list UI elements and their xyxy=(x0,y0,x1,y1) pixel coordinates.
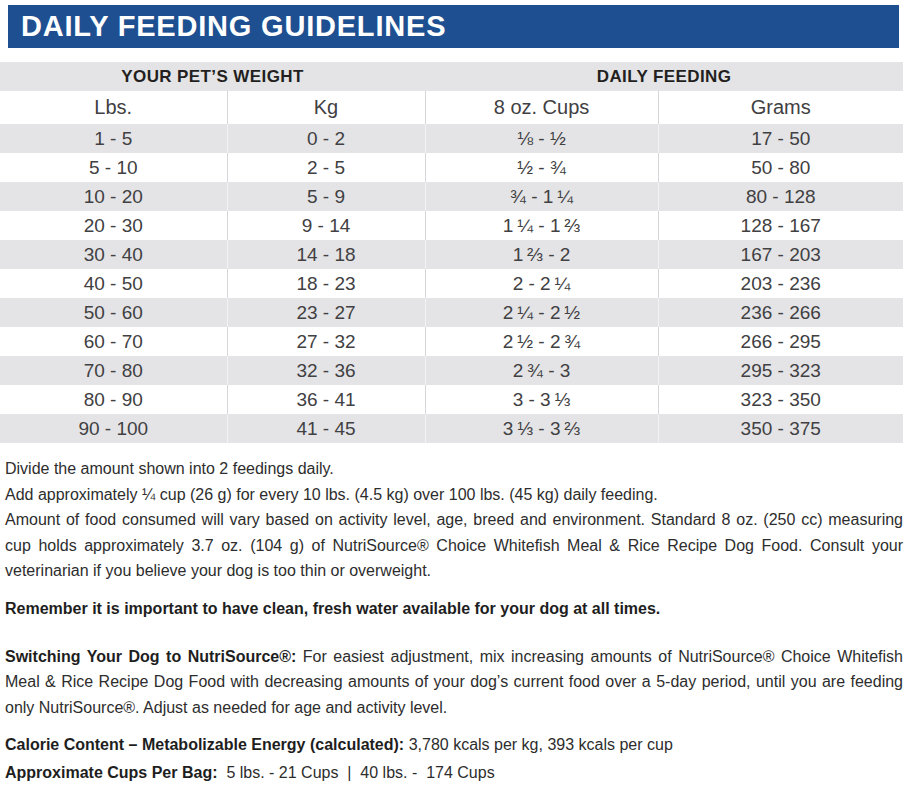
cell-lbs: 20 - 30 xyxy=(0,211,227,240)
cell-lbs: 30 - 40 xyxy=(0,240,227,269)
notes-section: Divide the amount shown into 2 feedings … xyxy=(5,456,903,786)
title-bar: DAILY FEEDING GUIDELINES xyxy=(8,5,899,48)
table-row: 90 - 100 41 - 45 3 ⅓ - 3 ⅔ 350 - 375 xyxy=(0,414,903,443)
cell-grams: 350 - 375 xyxy=(658,414,903,443)
cell-grams: 295 - 323 xyxy=(658,356,903,385)
cell-kg: 2 - 5 xyxy=(227,153,425,182)
group-header-pet-weight: YOUR PET’S WEIGHT xyxy=(0,62,425,91)
cell-cups: 2 ¼ - 2 ½ xyxy=(425,298,658,327)
table-row: 80 - 90 36 - 41 3 - 3 ⅓ 323 - 350 xyxy=(0,385,903,414)
cell-grams: 266 - 295 xyxy=(658,327,903,356)
cell-kg: 23 - 27 xyxy=(227,298,425,327)
table-row: 30 - 40 14 - 18 1 ⅔ - 2 167 - 203 xyxy=(0,240,903,269)
cell-lbs: 60 - 70 xyxy=(0,327,227,356)
table-row: 5 - 10 2 - 5 ½ - ¾ 50 - 80 xyxy=(0,153,903,182)
table-row: 40 - 50 18 - 23 2 - 2 ¼ 203 - 236 xyxy=(0,269,903,298)
cell-kg: 32 - 36 xyxy=(227,356,425,385)
feeding-guidelines-table: YOUR PET’S WEIGHT DAILY FEEDING Lbs. Kg … xyxy=(0,62,903,443)
table-row: 10 - 20 5 - 9 ¾ - 1 ¼ 80 - 128 xyxy=(0,182,903,211)
cell-grams: 128 - 167 xyxy=(658,211,903,240)
note-cups-text: 5 lbs. - 21 Cups | 40 lbs. - 174 Cups xyxy=(226,764,494,781)
note-cups-per-bag: Approximate Cups Per Bag: 5 lbs. - 21 Cu… xyxy=(5,760,903,786)
cell-grams: 50 - 80 xyxy=(658,153,903,182)
cell-kg: 5 - 9 xyxy=(227,182,425,211)
group-header-daily-feeding: DAILY FEEDING xyxy=(425,62,903,91)
note-cups-label: Approximate Cups Per Bag: xyxy=(5,764,217,781)
cell-cups: ⅛ - ½ xyxy=(425,124,658,153)
cell-kg: 18 - 23 xyxy=(227,269,425,298)
table-row: 20 - 30 9 - 14 1 ¼ - 1 ⅔ 128 - 167 xyxy=(0,211,903,240)
cell-kg: 14 - 18 xyxy=(227,240,425,269)
table-row: 50 - 60 23 - 27 2 ¼ - 2 ½ 236 - 266 xyxy=(0,298,903,327)
note-fresh-water: Remember it is important to have clean, … xyxy=(5,596,903,622)
note-calorie-text: 3,780 kcals per kg, 393 kcals per cup xyxy=(409,736,673,753)
cell-lbs: 80 - 90 xyxy=(0,385,227,414)
cell-kg: 9 - 14 xyxy=(227,211,425,240)
table-column-header-row: Lbs. Kg 8 oz. Cups Grams xyxy=(0,91,903,124)
cell-lbs: 50 - 60 xyxy=(0,298,227,327)
note-switching: Switching Your Dog to NutriSource®: For … xyxy=(5,644,903,721)
cell-cups: ¾ - 1 ¼ xyxy=(425,182,658,211)
cell-cups: 1 ⅔ - 2 xyxy=(425,240,658,269)
cell-kg: 41 - 45 xyxy=(227,414,425,443)
cell-lbs: 10 - 20 xyxy=(0,182,227,211)
note-calorie-label: Calorie Content – Metabolizable Energy (… xyxy=(5,736,404,753)
column-header-kg: Kg xyxy=(227,91,425,124)
cell-cups: 1 ¼ - 1 ⅔ xyxy=(425,211,658,240)
cell-grams: 323 - 350 xyxy=(658,385,903,414)
cell-grams: 80 - 128 xyxy=(658,182,903,211)
cell-lbs: 40 - 50 xyxy=(0,269,227,298)
column-header-grams: Grams xyxy=(658,91,903,124)
note-switching-label: Switching Your Dog to NutriSource®: xyxy=(5,648,296,665)
cell-grams: 17 - 50 xyxy=(658,124,903,153)
cell-grams: 167 - 203 xyxy=(658,240,903,269)
cell-lbs: 70 - 80 xyxy=(0,356,227,385)
column-header-cups: 8 oz. Cups xyxy=(425,91,658,124)
cell-grams: 236 - 266 xyxy=(658,298,903,327)
cell-kg: 0 - 2 xyxy=(227,124,425,153)
table-group-header-row: YOUR PET’S WEIGHT DAILY FEEDING xyxy=(0,62,903,91)
table-row: 70 - 80 32 - 36 2 ¾ - 3 295 - 323 xyxy=(0,356,903,385)
table-row: 60 - 70 27 - 32 2 ½ - 2 ¾ 266 - 295 xyxy=(0,327,903,356)
cell-kg: 27 - 32 xyxy=(227,327,425,356)
cell-cups: 2 - 2 ¼ xyxy=(425,269,658,298)
column-header-lbs: Lbs. xyxy=(0,91,227,124)
cell-lbs: 5 - 10 xyxy=(0,153,227,182)
cell-kg: 36 - 41 xyxy=(227,385,425,414)
cell-cups: 3 - 3 ⅓ xyxy=(425,385,658,414)
note-food-variance: Amount of food consumed will vary based … xyxy=(5,507,903,584)
cell-lbs: 1 - 5 xyxy=(0,124,227,153)
note-add-over-100lbs: Add approximately ¼ cup (26 g) for every… xyxy=(5,482,903,508)
note-divide-feedings: Divide the amount shown into 2 feedings … xyxy=(5,456,903,482)
note-calorie-content: Calorie Content – Metabolizable Energy (… xyxy=(5,732,903,758)
cell-cups: 2 ¾ - 3 xyxy=(425,356,658,385)
cell-cups: 2 ½ - 2 ¾ xyxy=(425,327,658,356)
cell-grams: 203 - 236 xyxy=(658,269,903,298)
cell-lbs: 90 - 100 xyxy=(0,414,227,443)
cell-cups: ½ - ¾ xyxy=(425,153,658,182)
cell-cups: 3 ⅓ - 3 ⅔ xyxy=(425,414,658,443)
table-row: 1 - 5 0 - 2 ⅛ - ½ 17 - 50 xyxy=(0,124,903,153)
page-title: DAILY FEEDING GUIDELINES xyxy=(21,10,446,43)
